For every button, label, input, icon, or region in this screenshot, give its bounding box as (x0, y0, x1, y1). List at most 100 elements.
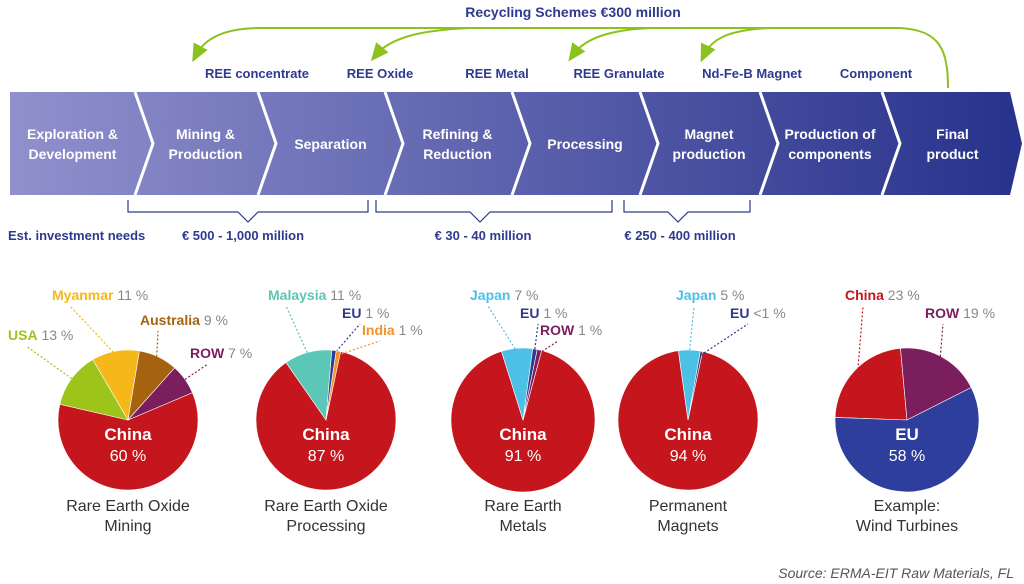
slice-value: 1 % (399, 322, 423, 338)
stage-label: Production of components (784, 125, 876, 162)
slice-label: EU 1 % (342, 305, 389, 321)
investment-label: Est. investment needs (8, 228, 145, 243)
investment-amount: € 30 - 40 million (435, 228, 532, 243)
pie-slice (57, 392, 199, 491)
product-label: Nd-Fe-B Magnet (702, 66, 802, 81)
pie-title: Example: Wind Turbines (855, 498, 959, 535)
product-label: REE Metal (465, 66, 529, 81)
pie-slice (617, 350, 759, 491)
slice-value: 87 % (308, 448, 344, 465)
stage-label: Processing (547, 135, 623, 152)
slice-value: 58 % (889, 448, 925, 465)
pie-slice (325, 350, 341, 421)
pie-slice (522, 349, 543, 421)
source: Source: ERMA-EIT Raw Materials, FL (778, 565, 1014, 581)
slice-value: 9 % (204, 312, 228, 328)
slice-label: Japan 5 % (676, 287, 744, 303)
slice-value: 94 % (670, 448, 706, 465)
slice-name: China (845, 287, 884, 303)
slice-label: Japan 7 % (470, 287, 538, 303)
slice-name: EU (520, 305, 539, 321)
stage-label: Exploration & Development (26, 125, 118, 162)
pie-slice (834, 387, 980, 493)
slice-name: ROW (190, 345, 225, 361)
slice-label: Australia 9 % (140, 312, 228, 328)
slice-name: ROW (540, 322, 575, 338)
slice-value: 13 % (41, 327, 73, 343)
slice-name: India (362, 322, 395, 338)
investment-amount: € 500 - 1,000 million (182, 228, 304, 243)
slice-name: China (104, 425, 152, 444)
slice-label: ROW 1 % (540, 322, 602, 338)
chevron-edge (638, 91, 660, 196)
pie-slice (255, 351, 397, 491)
leader-line (856, 305, 864, 374)
slice-label: China 23 % (845, 287, 920, 303)
stage-label: Separation (294, 135, 367, 152)
slice-name: USA (8, 327, 38, 343)
slice-label: EU <1 % (730, 305, 786, 321)
slice-name: China (302, 425, 350, 444)
pie-slice (127, 367, 193, 421)
leader-line (181, 363, 209, 383)
chevron-edge (510, 91, 532, 196)
chevron-edge (758, 91, 780, 196)
pie-slice (834, 347, 908, 421)
slice-value: <1 % (753, 305, 785, 321)
product-label: REE concentrate (204, 66, 310, 81)
slice-name: ROW (925, 305, 960, 321)
stage-label: Refining & Reduction (422, 125, 493, 162)
leader-line (487, 305, 518, 353)
leader-line (939, 323, 944, 361)
slice-label: EU 1 % (520, 305, 567, 321)
leader-line (155, 330, 159, 361)
slice-value: 7 % (514, 287, 538, 303)
pie-slice (687, 350, 703, 421)
pie-slice (59, 359, 129, 421)
chevron-edge (256, 91, 278, 196)
slice-name: China (499, 425, 547, 444)
chain-tip (1003, 92, 1021, 195)
value-chain (10, 91, 1022, 196)
pie-title: Permanent Magnets (648, 498, 728, 535)
slice-name: EU (730, 305, 749, 321)
stage-label: Mining & Production (168, 125, 243, 162)
leader-line (688, 305, 695, 355)
pie-title: Rare Earth Oxide Mining (66, 498, 190, 535)
investment-amount: € 250 - 400 million (624, 228, 735, 243)
chain-bg (10, 92, 1010, 195)
slice-label: USA 13 % (8, 327, 73, 343)
slice-name: Japan (676, 287, 716, 303)
leader-line (69, 305, 117, 356)
slice-value: 11 % (330, 287, 361, 303)
slice-value: 5 % (720, 287, 744, 303)
slice-value: 11 % (117, 287, 148, 303)
slice-value: 7 % (228, 345, 252, 361)
product-label: REE Oxide (346, 66, 414, 81)
leader-line (533, 323, 539, 354)
slice-name: Myanmar (52, 287, 114, 303)
slice-value: 23 % (888, 287, 920, 303)
slice-value: 1 % (578, 322, 602, 338)
stage-label: Final product (926, 125, 979, 162)
pie-slice (450, 350, 596, 493)
pie-slice (900, 347, 972, 421)
slice-name: EU (895, 425, 919, 444)
leader-line (285, 305, 310, 357)
slice-value: 1 % (543, 305, 567, 321)
chevron-edge (880, 91, 902, 196)
investment-brackets (127, 200, 751, 223)
slice-label: Malaysia 11 % (268, 287, 361, 303)
slice-name: Malaysia (268, 287, 327, 303)
slice-name: EU (342, 305, 361, 321)
slice-value: 60 % (110, 448, 146, 465)
slice-label: Myanmar 11 % (52, 287, 148, 303)
recycling-arrows (192, 27, 949, 89)
leader-line (700, 323, 749, 356)
slice-name: Japan (470, 287, 510, 303)
recycling-label: Recycling Schemes €300 million (465, 4, 681, 20)
pie-title: Rare Earth Oxide Processing (264, 498, 388, 535)
leader-line (25, 345, 76, 382)
